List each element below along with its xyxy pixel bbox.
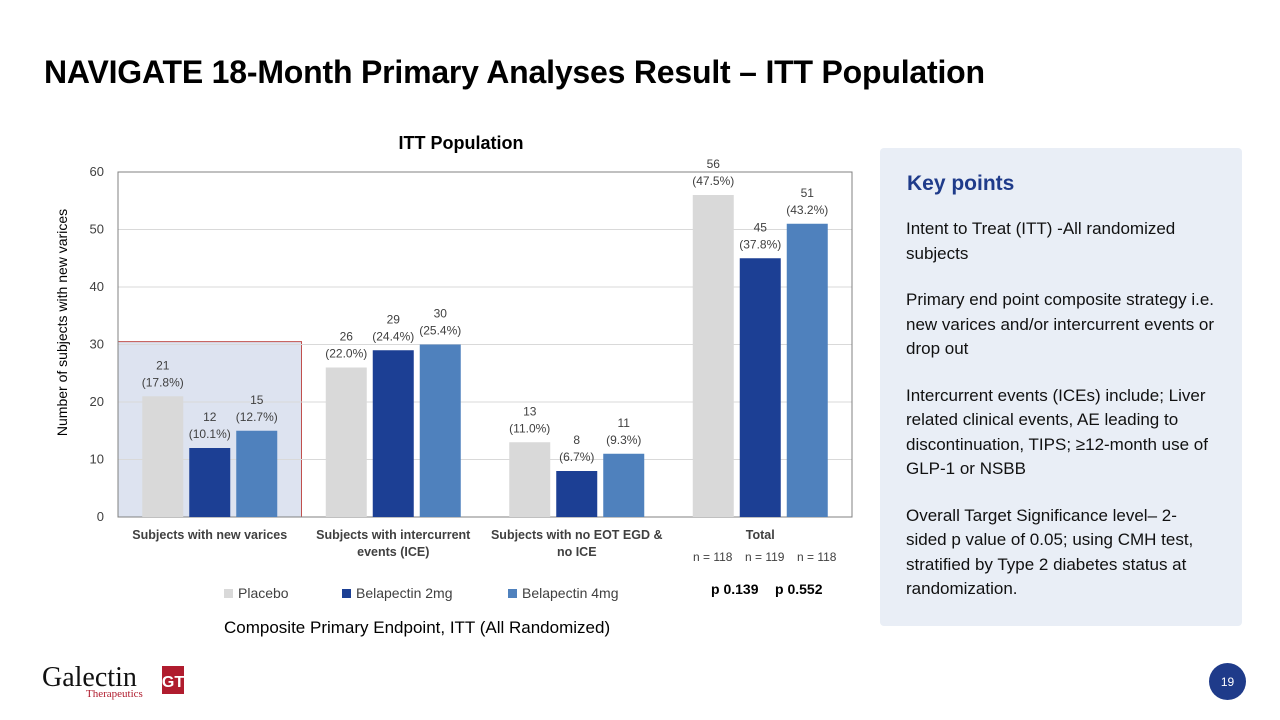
data-label-percent: (10.1%) (189, 427, 231, 441)
data-label-percent: (12.7%) (236, 410, 278, 424)
data-label-value: 12 (203, 410, 217, 424)
bar (556, 471, 598, 517)
bar (236, 430, 278, 517)
key-points-title: Key points (907, 172, 1015, 195)
x-category-label: events (ICE) (357, 545, 429, 559)
bar (509, 442, 551, 517)
y-tick-label: 30 (90, 337, 104, 352)
logo-tagline: Therapeutics (86, 688, 143, 700)
legend-item-placebo: Placebo (224, 585, 289, 601)
data-label-value: 21 (156, 358, 170, 372)
data-label-percent: (22.0%) (325, 347, 367, 361)
p-value-4mg: p 0.552 (775, 581, 823, 597)
x-category-label: Subjects with new varices (132, 528, 287, 542)
slide-title: NAVIGATE 18-Month Primary Analyses Resul… (44, 54, 985, 90)
bar (419, 344, 461, 517)
key-point-item: Intercurrent events (ICEs) include; Live… (906, 385, 1208, 479)
legend-item-belapectin-4mg: Belapectin 4mg (508, 585, 619, 601)
x-category-label: no ICE (557, 545, 597, 559)
data-label-value: 45 (754, 220, 768, 234)
key-point-item: Primary end point composite strategy i.e… (906, 290, 1215, 358)
plot-frame (117, 171, 853, 518)
key-points-list: Intent to Treat (ITT) -All randomized su… (906, 217, 1216, 624)
n-belapectin-2mg: n = 119 (745, 550, 785, 564)
legend-swatch-placebo (224, 588, 233, 598)
data-label-percent: (25.4%) (419, 324, 461, 338)
bar (786, 223, 828, 517)
company-logo: Galectin Therapeutics GT (42, 662, 192, 702)
y-tick-label: 20 (90, 394, 104, 409)
n-belapectin-4mg: n = 118 (797, 550, 837, 564)
legend-item-belapectin-2mg: Belapectin 2mg (342, 585, 453, 601)
y-tick-label: 50 (90, 222, 104, 237)
data-label-value: 56 (707, 157, 721, 171)
data-label-percent: (24.4%) (372, 329, 414, 343)
bar (142, 396, 184, 517)
key-point-item: Intent to Treat (ITT) -All randomized su… (906, 219, 1176, 263)
x-category-label: Subjects with no EOT EGD & (491, 528, 663, 542)
data-label-value: 29 (387, 312, 401, 326)
y-tick-label: 10 (90, 452, 104, 467)
data-label-value: 11 (618, 416, 631, 430)
legend-swatch-belapectin-4mg (508, 588, 517, 598)
y-axis-title: Number of subjects with new varices (54, 209, 70, 436)
data-label-value: 15 (250, 393, 264, 407)
bar (189, 448, 231, 517)
data-label-percent: (43.2%) (786, 203, 828, 217)
legend-label: Placebo (238, 585, 289, 601)
key-points-panel: Key points Intent to Treat (ITT) -All ra… (880, 148, 1242, 626)
x-category-label: Subjects with intercurrent (316, 528, 471, 542)
bar-chart: 0 10 20 30 40 50 60 21 (17.8%) 12 (10.1%) 15 (12.7%)… (54, 157, 853, 559)
bar (739, 258, 781, 517)
y-tick-label: 60 (90, 164, 104, 179)
p-value-2mg: p 0.139 (711, 581, 759, 597)
logo-mark-icon: GT (162, 666, 184, 694)
logo-wordmark: Galectin (42, 662, 137, 693)
data-label-value: 13 (523, 404, 537, 418)
bar (692, 195, 734, 517)
bar (325, 367, 367, 517)
key-point-item: Overall Target Significance level– 2-sid… (906, 505, 1194, 599)
x-category-label: Total (746, 528, 775, 542)
data-label-percent: (17.8%) (142, 375, 184, 389)
legend-swatch-belapectin-2mg (342, 588, 351, 598)
data-label-value: 8 (573, 433, 580, 447)
data-label-percent: (11.0%) (509, 421, 550, 435)
chart-caption: Composite Primary Endpoint, ITT (All Ran… (224, 618, 611, 637)
legend-label: Belapectin 2mg (356, 585, 453, 601)
data-label-percent: (9.3%) (606, 433, 641, 447)
svg-text:GT: GT (162, 674, 184, 691)
n-placebo: n = 118 (693, 550, 733, 564)
y-tick-label: 0 (97, 509, 104, 524)
data-label-percent: (6.7%) (559, 450, 594, 464)
y-tick-label: 40 (90, 279, 104, 294)
data-label-percent: (47.5%) (692, 174, 734, 188)
bar (603, 453, 645, 517)
chart-title: ITT Population (398, 133, 524, 153)
data-label-value: 30 (434, 307, 448, 321)
data-label-value: 51 (801, 186, 815, 200)
data-label-value: 26 (340, 330, 354, 344)
page-number-badge: 19 (1209, 663, 1246, 700)
legend-label: Belapectin 4mg (522, 585, 619, 601)
bar (372, 350, 414, 517)
data-label-percent: (37.8%) (739, 237, 781, 251)
